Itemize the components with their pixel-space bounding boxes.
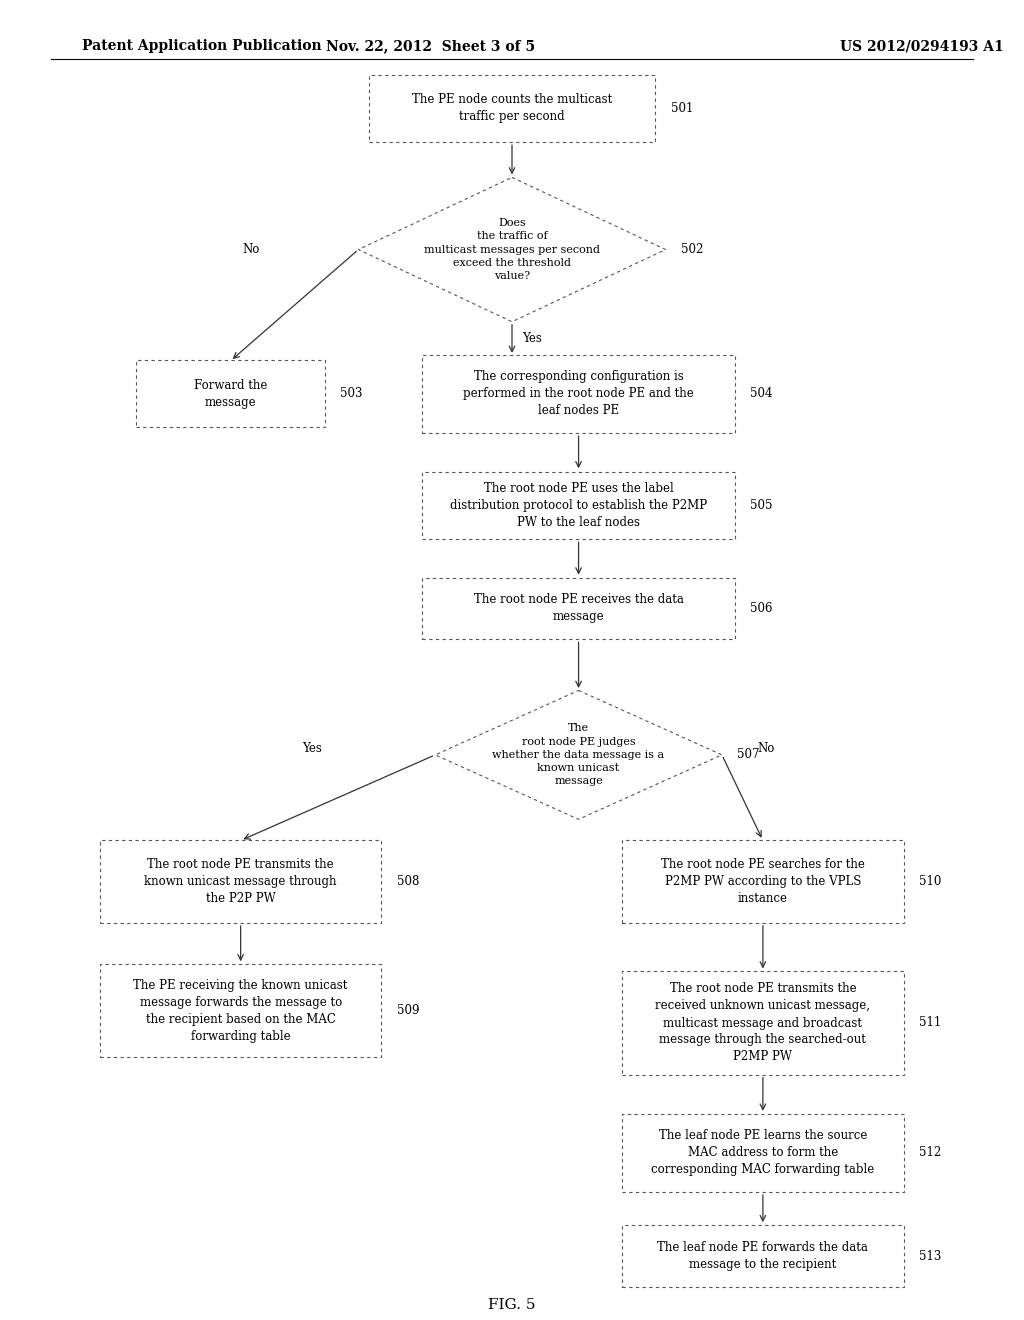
FancyBboxPatch shape bbox=[99, 964, 381, 1057]
FancyBboxPatch shape bbox=[422, 355, 735, 433]
Text: 508: 508 bbox=[397, 875, 419, 888]
Text: FIG. 5: FIG. 5 bbox=[488, 1298, 536, 1312]
Text: The PE node counts the multicast
traffic per second: The PE node counts the multicast traffic… bbox=[412, 94, 612, 123]
Text: The root node PE receives the data
message: The root node PE receives the data messa… bbox=[474, 594, 683, 623]
Text: Patent Application Publication: Patent Application Publication bbox=[82, 40, 322, 53]
Text: 512: 512 bbox=[920, 1147, 941, 1159]
Text: The corresponding configuration is
performed in the root node PE and the
leaf no: The corresponding configuration is perfo… bbox=[463, 371, 694, 417]
Text: Forward the
message: Forward the message bbox=[194, 379, 267, 409]
Text: 507: 507 bbox=[737, 748, 760, 762]
FancyBboxPatch shape bbox=[622, 972, 903, 1074]
Text: 509: 509 bbox=[397, 1005, 419, 1018]
FancyBboxPatch shape bbox=[135, 360, 326, 428]
Text: The root node PE transmits the
received unknown unicast message,
multicast messa: The root node PE transmits the received … bbox=[655, 982, 870, 1064]
Text: The root node PE uses the label
distribution protocol to establish the P2MP
PW t: The root node PE uses the label distribu… bbox=[450, 482, 708, 529]
Text: US 2012/0294193 A1: US 2012/0294193 A1 bbox=[840, 40, 1004, 53]
FancyBboxPatch shape bbox=[99, 841, 381, 923]
Text: No: No bbox=[243, 243, 259, 256]
Text: 504: 504 bbox=[750, 388, 772, 400]
Text: 510: 510 bbox=[920, 875, 941, 888]
Text: 511: 511 bbox=[920, 1016, 941, 1030]
Text: 501: 501 bbox=[671, 102, 693, 115]
Text: Does
the traffic of
multicast messages per second
exceed the threshold
value?: Does the traffic of multicast messages p… bbox=[424, 218, 600, 281]
Text: Nov. 22, 2012  Sheet 3 of 5: Nov. 22, 2012 Sheet 3 of 5 bbox=[326, 40, 535, 53]
Text: The leaf node PE forwards the data
message to the recipient: The leaf node PE forwards the data messa… bbox=[657, 1241, 868, 1271]
FancyBboxPatch shape bbox=[622, 1114, 903, 1192]
Text: The root node PE searches for the
P2MP PW according to the VPLS
instance: The root node PE searches for the P2MP P… bbox=[660, 858, 865, 906]
Text: The leaf node PE learns the source
MAC address to form the
corresponding MAC for: The leaf node PE learns the source MAC a… bbox=[651, 1130, 874, 1176]
Text: The
root node PE judges
whether the data message is a
known unicast
message: The root node PE judges whether the data… bbox=[493, 723, 665, 787]
Text: 503: 503 bbox=[340, 388, 362, 400]
Text: 505: 505 bbox=[750, 499, 772, 512]
Text: No: No bbox=[758, 742, 775, 755]
FancyBboxPatch shape bbox=[369, 75, 655, 141]
Text: 513: 513 bbox=[920, 1250, 941, 1262]
Text: Yes: Yes bbox=[522, 331, 542, 345]
FancyBboxPatch shape bbox=[622, 841, 903, 923]
FancyBboxPatch shape bbox=[422, 578, 735, 639]
FancyBboxPatch shape bbox=[622, 1225, 903, 1287]
Text: The PE receiving the known unicast
message forwards the message to
the recipient: The PE receiving the known unicast messa… bbox=[133, 978, 348, 1043]
Text: Yes: Yes bbox=[302, 742, 323, 755]
Polygon shape bbox=[358, 177, 666, 322]
FancyBboxPatch shape bbox=[422, 471, 735, 539]
Text: 506: 506 bbox=[750, 602, 772, 615]
Polygon shape bbox=[435, 690, 722, 820]
Text: The root node PE transmits the
known unicast message through
the P2P PW: The root node PE transmits the known uni… bbox=[144, 858, 337, 906]
Text: 502: 502 bbox=[681, 243, 703, 256]
